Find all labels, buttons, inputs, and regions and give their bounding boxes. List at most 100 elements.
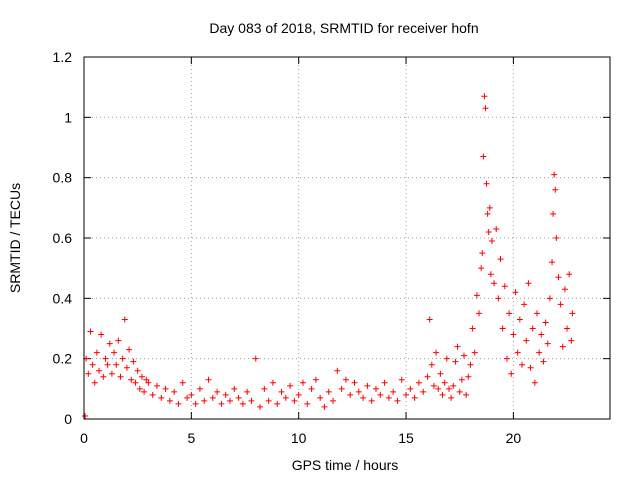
data-point-0-94 xyxy=(420,388,427,395)
data-point-0-126 xyxy=(484,210,491,217)
data-point-0-135 xyxy=(499,325,506,332)
data-point-0-147 xyxy=(525,280,532,287)
data-point-0-148 xyxy=(527,364,534,371)
data-point-0-64 xyxy=(291,397,298,404)
data-point-0-83 xyxy=(372,385,379,392)
data-point-0-119 xyxy=(476,310,483,317)
data-point-0-32 xyxy=(153,382,160,389)
y-tick-label-0: 0 xyxy=(64,411,72,427)
data-point-0-47 xyxy=(218,400,225,407)
data-point-0-144 xyxy=(518,361,525,368)
data-point-0-96 xyxy=(426,316,433,323)
data-point-0-106 xyxy=(448,394,455,401)
data-point-0-56 xyxy=(257,403,264,410)
data-point-0-69 xyxy=(312,376,319,383)
y-axis-label: SRMTID / TECUs xyxy=(7,183,23,293)
data-point-0-10 xyxy=(102,355,109,362)
data-point-0-158 xyxy=(549,259,556,266)
data-point-0-109 xyxy=(454,343,461,350)
data-point-0-165 xyxy=(559,343,566,350)
data-point-0-79 xyxy=(355,388,362,395)
x-tick-label-0: 0 xyxy=(80,430,88,446)
x-tick-label-2: 10 xyxy=(291,430,307,446)
data-point-0-41 xyxy=(192,400,199,407)
data-point-0-134 xyxy=(497,256,504,263)
y-tick-label-3: 0.6 xyxy=(53,230,73,246)
data-point-0-13 xyxy=(108,370,115,377)
data-point-0-27 xyxy=(138,373,145,380)
data-point-0-112 xyxy=(461,352,468,359)
data-point-0-115 xyxy=(467,361,474,368)
data-point-0-80 xyxy=(360,394,367,401)
plot-border xyxy=(83,56,611,420)
data-point-0-67 xyxy=(304,400,311,407)
data-point-0-63 xyxy=(287,382,294,389)
data-point-0-120 xyxy=(478,265,485,272)
data-point-0-30 xyxy=(145,379,152,386)
data-point-0-116 xyxy=(469,325,476,332)
y-tick-label-4: 0.8 xyxy=(53,170,73,186)
data-point-0-151 xyxy=(534,310,541,317)
data-point-0-159 xyxy=(550,210,557,217)
data-point-0-152 xyxy=(536,349,543,356)
y-tick-label-6: 1.2 xyxy=(53,49,73,65)
data-point-0-113 xyxy=(463,391,470,398)
data-point-0-91 xyxy=(407,385,414,392)
data-point-0-4 xyxy=(89,361,96,368)
data-point-0-9 xyxy=(100,373,107,380)
data-point-0-89 xyxy=(398,376,405,383)
data-point-0-34 xyxy=(162,385,169,392)
x-tick-label-4: 20 xyxy=(506,430,522,446)
data-point-0-87 xyxy=(390,388,397,395)
data-point-0-25 xyxy=(134,367,141,374)
data-point-0-161 xyxy=(552,186,559,193)
data-point-0-23 xyxy=(130,358,137,365)
data-point-0-137 xyxy=(503,355,510,362)
data-point-0-111 xyxy=(458,376,465,383)
data-point-0-14 xyxy=(111,349,118,356)
x-axis-label: GPS time / hours xyxy=(292,457,399,473)
data-point-0-22 xyxy=(128,376,135,383)
data-point-0-70 xyxy=(317,394,324,401)
data-point-0-18 xyxy=(119,355,126,362)
data-point-0-61 xyxy=(278,388,285,395)
data-point-0-167 xyxy=(564,325,571,332)
data-point-0-110 xyxy=(456,388,463,395)
data-point-0-29 xyxy=(143,376,150,383)
data-point-0-11 xyxy=(104,361,111,368)
data-point-0-44 xyxy=(205,376,212,383)
data-point-0-166 xyxy=(561,286,568,293)
x-tick-label-1: 5 xyxy=(187,430,195,446)
data-point-0-58 xyxy=(265,397,272,404)
data-point-0-138 xyxy=(506,310,513,317)
data-point-0-60 xyxy=(274,400,281,407)
data-point-0-155 xyxy=(542,319,549,326)
data-point-0-81 xyxy=(364,382,371,389)
data-point-0-93 xyxy=(415,379,422,386)
data-point-0-157 xyxy=(546,295,553,302)
data-point-0-105 xyxy=(445,385,452,392)
data-point-0-55 xyxy=(252,355,259,362)
data-point-0-42 xyxy=(196,385,203,392)
data-point-0-16 xyxy=(115,337,122,344)
data-point-0-154 xyxy=(540,358,547,365)
data-point-0-101 xyxy=(437,370,444,377)
data-point-0-133 xyxy=(495,295,502,302)
data-point-0-139 xyxy=(508,370,515,377)
data-point-0-78 xyxy=(351,379,358,386)
data-point-0-71 xyxy=(321,403,328,410)
data-point-0-140 xyxy=(510,331,517,338)
data-point-0-35 xyxy=(166,397,173,404)
data-point-0-132 xyxy=(493,225,500,232)
data-point-0-17 xyxy=(117,373,124,380)
data-point-0-127 xyxy=(485,228,492,235)
data-point-0-45 xyxy=(209,394,216,401)
data-point-0-99 xyxy=(433,349,440,356)
data-point-0-108 xyxy=(452,358,459,365)
y-tick-label-1: 0.2 xyxy=(53,351,73,367)
data-point-0-75 xyxy=(338,385,345,392)
data-point-0-7 xyxy=(96,367,103,374)
data-point-0-38 xyxy=(179,379,186,386)
data-point-0-128 xyxy=(486,204,493,211)
